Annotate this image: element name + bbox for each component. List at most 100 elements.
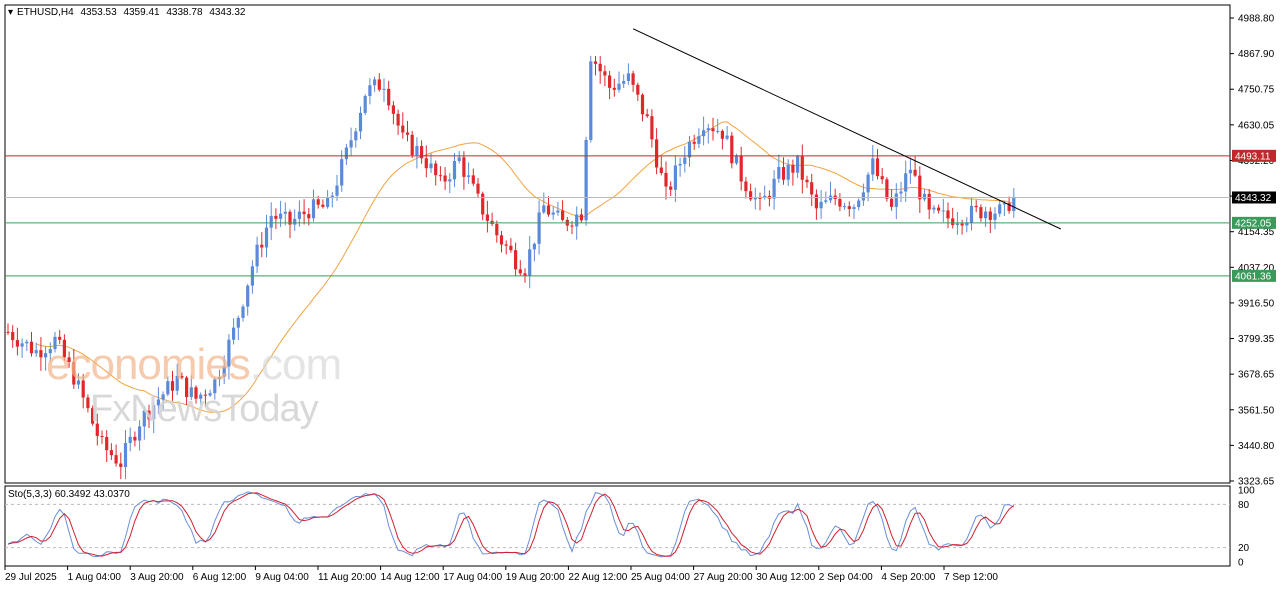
candle [805,175,809,188]
candle [401,112,405,139]
candle [476,177,480,199]
candle [217,369,222,387]
candle [119,452,123,480]
candle [438,166,442,182]
candle [875,149,880,180]
candle [927,188,931,220]
candle [34,342,38,357]
candle [232,318,236,345]
candle [777,154,781,184]
price-label-box [1232,191,1276,204]
candle [213,377,217,400]
x-tick-label: 14 Aug 12:00 [381,572,440,583]
open-value: 4353.53 [80,7,117,18]
candle [819,190,823,220]
candle [25,339,29,351]
candle [128,427,132,452]
symbol-dropdown-icon[interactable]: ▾ [8,7,14,18]
candle [109,443,113,460]
candle [481,191,485,221]
high-value: 4359.41 [123,7,160,18]
y-tick-label: 3561.50 [1238,405,1275,416]
candle [349,127,353,156]
candle [288,209,292,239]
candle [123,430,128,480]
candle [918,166,922,213]
candle [95,413,99,446]
candle [626,63,630,85]
candle [669,181,673,197]
candle [250,260,254,294]
low-value: 4338.78 [166,7,203,18]
candle [969,197,974,231]
candle [387,80,391,111]
watermark-economies: economies.com [46,340,342,389]
candle [542,192,546,215]
candle [373,76,377,92]
candle [908,157,912,184]
candle [828,181,833,204]
candle [612,78,616,97]
candle [86,394,90,413]
candle [617,71,621,93]
candle [509,238,513,253]
x-tick-label: 2 Sep 04:00 [819,572,873,583]
candle [6,323,10,335]
candle [156,387,160,415]
candle [810,173,814,207]
candle [645,108,649,118]
candle [767,190,771,207]
candle [622,74,626,88]
candle [598,56,602,84]
candle [683,146,687,173]
candle [311,189,316,222]
x-tick-label: 9 Aug 04:00 [255,572,309,583]
candle [15,327,19,356]
candle [1012,188,1016,218]
price-label-box [1232,269,1276,282]
candle [246,283,250,316]
candle [222,355,226,385]
candle [53,331,57,353]
candle [532,242,536,262]
trendline[interactable] [632,28,1062,230]
candle [880,168,884,184]
candle [796,154,800,179]
y-tick-label: 4867.90 [1238,49,1275,60]
candle [72,349,76,389]
candle [556,201,560,216]
candle [786,159,790,186]
candle [720,129,724,150]
candle [838,193,842,212]
candle [753,187,757,210]
candle [725,126,729,141]
candle [988,207,992,234]
candle [603,65,607,87]
candle [495,220,499,243]
candle [932,205,936,214]
candle [429,153,433,174]
candle [180,372,184,380]
candle [593,56,598,76]
x-tick-label: 25 Aug 04:00 [631,572,690,583]
candle [673,155,677,203]
stochastic-label: Sto(5,3,3) 60.3492 43.0370 [8,489,130,500]
candle [955,211,959,235]
candle [579,208,583,223]
candle [415,137,419,169]
candle [471,168,475,187]
candle [260,232,264,258]
x-tick-label: 1 Aug 04:00 [68,572,122,583]
x-tick-label: 30 Aug 12:00 [756,572,815,583]
candle [58,329,62,345]
candle [951,207,955,229]
candle [81,374,85,409]
candle [133,431,137,447]
candle [894,183,898,220]
stochastic-level-label: 80 [1238,500,1250,511]
stochastic-frame [4,485,1231,567]
candle [546,196,551,217]
y-tick-label: 3678.65 [1238,370,1275,381]
y-tick-label: 4630.05 [1238,120,1275,131]
